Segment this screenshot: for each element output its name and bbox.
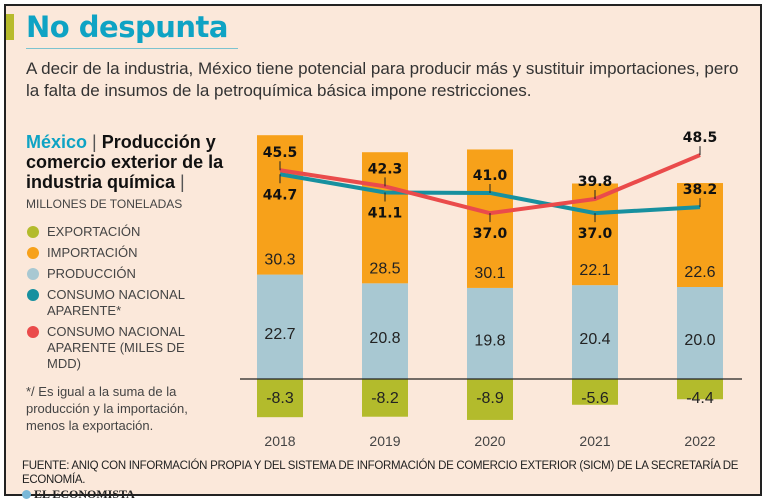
line-value-label: 37.0 <box>473 226 508 242</box>
title-divider <box>26 48 238 49</box>
legend-item-importacion: IMPORTACIÓN <box>26 245 231 261</box>
legend-dot-icon <box>27 326 39 338</box>
line-value-label: 45.5 <box>263 145 298 161</box>
chart-title-text: Producción y comercio exterior de la ind… <box>26 132 224 192</box>
legend-dot-icon <box>27 289 39 301</box>
label-produccion: 20.8 <box>369 330 400 347</box>
line-value-label: 41.0 <box>473 168 508 184</box>
line-value-label: 39.8 <box>578 174 613 190</box>
line-value-label: 48.5 <box>683 130 718 146</box>
chart-units: MILLONES DE TONELADAS <box>26 197 183 211</box>
subtitle: A decir de la industria, México tiene po… <box>26 59 739 100</box>
publisher-logo: EL ECONOMISTA <box>22 487 758 501</box>
chart: 30.3 22.7 -8.3 2018 28.5 20.8 -8.2 2019 30.1 19.8… <box>240 130 742 449</box>
legend-item-consumo-mdd: CONSUMO NACIONAL APARENTE (MILES DE MDD) <box>26 324 231 372</box>
legend-label: CONSUMO NACIONAL APARENTE (MILES DE MDD) <box>47 324 185 371</box>
legend-label: EXPORTACIÓN <box>47 224 141 239</box>
source-note: FUENTE: ANIQ CON INFORMACIÓN PROPIA Y DE… <box>22 460 739 486</box>
page-title: No despunta <box>26 10 228 44</box>
bar-produccion <box>257 274 303 379</box>
x-tick-label: 2019 <box>369 433 400 449</box>
label-exportacion: -4.4 <box>686 390 714 407</box>
label-exportacion: -5.6 <box>581 390 609 407</box>
label-importacion: 30.1 <box>474 265 505 282</box>
logo-text: EL ECONOMISTA <box>34 487 135 501</box>
bar-exportacion <box>572 379 618 405</box>
label-produccion: 20.4 <box>579 331 610 348</box>
legend-item-exportacion: EXPORTACIÓN <box>26 224 231 240</box>
separator: | <box>180 172 185 192</box>
line-value-label: 41.1 <box>368 205 403 221</box>
legend-label: IMPORTACIÓN <box>47 245 138 260</box>
legend-dot-icon <box>27 226 39 238</box>
x-tick-label: 2021 <box>579 433 610 449</box>
line-value-label: 42.3 <box>368 161 403 177</box>
chart-side-panel: México | Producción y comercio exterior … <box>26 132 231 434</box>
legend-dot-icon <box>27 247 39 259</box>
bar-produccion <box>467 287 513 379</box>
label-exportacion: -8.2 <box>371 390 399 407</box>
label-produccion: 22.7 <box>264 326 295 343</box>
footnote: */ Es igual a la suma de la producción y… <box>26 384 188 433</box>
bar-produccion <box>362 283 408 379</box>
label-importacion: 30.3 <box>264 252 295 269</box>
bar-importacion <box>362 152 408 284</box>
line-value-label: 38.2 <box>683 182 718 198</box>
label-exportacion: -8.3 <box>266 390 294 407</box>
x-tick-label: 2020 <box>474 433 505 449</box>
label-importacion: 28.5 <box>369 260 400 277</box>
legend-label: CONSUMO NACIONAL APARENTE* <box>47 287 185 318</box>
label-importacion: 22.1 <box>579 262 610 279</box>
x-tick-label: 2022 <box>684 433 715 449</box>
bar-exportacion <box>677 379 723 400</box>
legend-item-consumo: CONSUMO NACIONAL APARENTE* <box>26 287 231 319</box>
legend: EXPORTACIÓN IMPORTACIÓN PRODUCCIÓN CONSU… <box>26 224 231 377</box>
bar-exportacion <box>362 379 408 417</box>
bar-importacion <box>257 135 303 275</box>
globe-icon <box>22 489 31 499</box>
label-produccion: 19.8 <box>474 332 505 349</box>
bar-exportacion <box>257 379 303 418</box>
line-value-label: 37.0 <box>578 226 613 242</box>
label-exportacion: -8.9 <box>476 390 504 407</box>
bar-produccion <box>677 287 723 379</box>
legend-item-produccion: PRODUCCIÓN <box>26 266 231 282</box>
label-produccion: 20.0 <box>684 332 715 349</box>
legend-label: PRODUCCIÓN <box>47 266 136 281</box>
footer: FUENTE: ANIQ CON INFORMACIÓN PROPIA Y DE… <box>22 459 758 501</box>
label-importacion: 22.6 <box>684 264 715 281</box>
legend-dot-icon <box>27 268 39 280</box>
x-tick-label: 2018 <box>264 433 295 449</box>
line-value-label: 44.7 <box>263 187 298 203</box>
bar-exportacion <box>467 379 513 420</box>
title-accent <box>6 14 14 40</box>
chart-title: México | Producción y comercio exterior … <box>26 132 231 214</box>
separator: | <box>92 132 97 152</box>
chart-title-country: México <box>26 132 88 152</box>
bar-produccion <box>572 285 618 379</box>
